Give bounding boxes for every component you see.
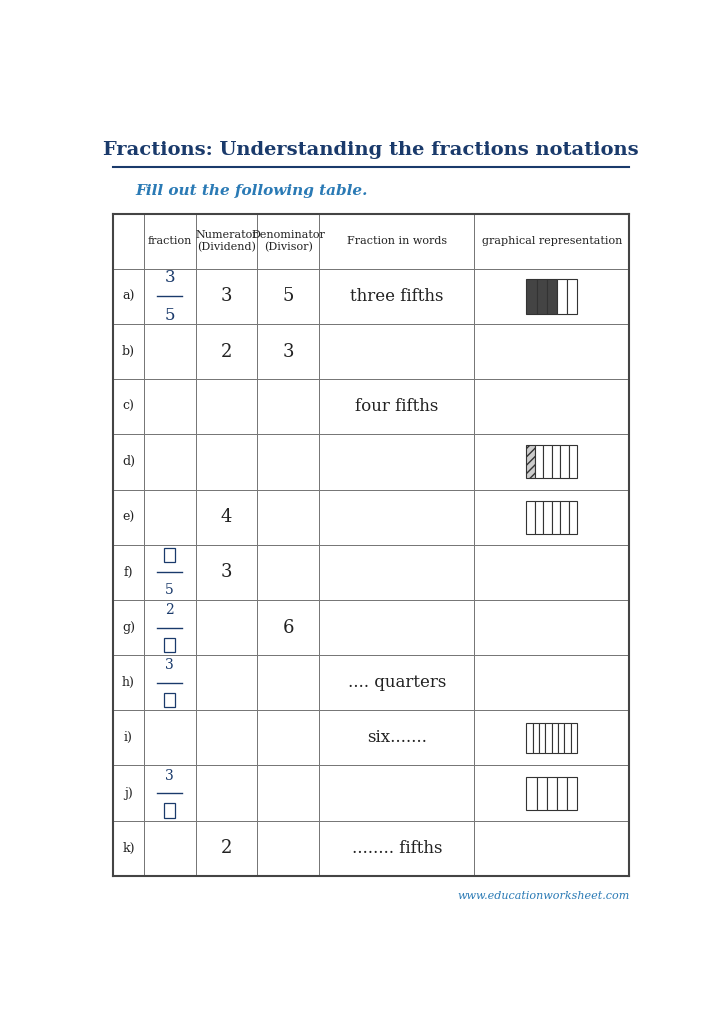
Bar xyxy=(539,723,545,753)
Bar xyxy=(164,638,175,652)
Bar xyxy=(545,723,552,753)
Bar xyxy=(536,279,547,313)
Bar xyxy=(526,723,533,753)
Text: 6: 6 xyxy=(282,618,294,637)
Text: Denominator
(Divisor): Denominator (Divisor) xyxy=(251,230,325,252)
Text: 3: 3 xyxy=(282,343,294,360)
Bar xyxy=(164,548,175,562)
Text: Fraction in words: Fraction in words xyxy=(347,237,447,246)
Text: 3: 3 xyxy=(164,269,175,286)
Text: three fifths: three fifths xyxy=(350,288,444,305)
Text: 5: 5 xyxy=(164,306,175,324)
Text: 3: 3 xyxy=(165,658,174,673)
Text: four fifths: four fifths xyxy=(355,398,439,416)
Text: .... quarters: .... quarters xyxy=(348,674,446,691)
Bar xyxy=(536,776,547,810)
Text: f): f) xyxy=(124,566,133,579)
Bar xyxy=(552,723,558,753)
Text: ........ fifths: ........ fifths xyxy=(352,840,442,857)
Bar xyxy=(568,445,577,478)
Bar xyxy=(564,723,571,753)
Text: 2: 2 xyxy=(221,840,232,857)
Text: 5: 5 xyxy=(283,288,294,305)
Bar xyxy=(552,445,560,478)
Text: fraction: fraction xyxy=(148,237,192,246)
Bar xyxy=(558,723,564,753)
Bar xyxy=(560,445,568,478)
Text: graphical representation: graphical representation xyxy=(481,237,622,246)
Bar xyxy=(567,279,577,313)
Text: 2: 2 xyxy=(221,343,232,360)
Text: www.educationworksheet.com: www.educationworksheet.com xyxy=(457,891,629,900)
Bar xyxy=(552,501,560,534)
Bar xyxy=(526,279,536,313)
Text: 3: 3 xyxy=(165,769,174,782)
Bar xyxy=(567,776,577,810)
Text: g): g) xyxy=(122,621,135,634)
Bar xyxy=(571,723,577,753)
Bar xyxy=(164,693,175,708)
Text: e): e) xyxy=(122,511,135,523)
Bar xyxy=(526,445,535,478)
Text: Numerator
(Dividend): Numerator (Dividend) xyxy=(195,230,258,252)
Text: 4: 4 xyxy=(221,508,232,526)
Text: Fill out the following table.: Fill out the following table. xyxy=(135,184,368,199)
Bar xyxy=(526,501,535,534)
Bar xyxy=(568,501,577,534)
Text: 3: 3 xyxy=(221,563,232,582)
Text: c): c) xyxy=(122,400,135,414)
Bar xyxy=(557,279,567,313)
Text: 2: 2 xyxy=(165,603,174,617)
Bar xyxy=(164,804,175,817)
Text: a): a) xyxy=(122,290,135,303)
Bar xyxy=(543,501,552,534)
Bar xyxy=(547,776,557,810)
Bar xyxy=(535,501,543,534)
Bar xyxy=(547,279,557,313)
Text: d): d) xyxy=(122,456,135,468)
Bar xyxy=(557,776,567,810)
Bar xyxy=(560,501,568,534)
Text: Fractions: Understanding the fractions notations: Fractions: Understanding the fractions n… xyxy=(104,141,639,160)
Bar xyxy=(543,445,552,478)
Bar xyxy=(533,723,539,753)
Text: six.......: six....... xyxy=(367,729,427,746)
Text: i): i) xyxy=(124,731,133,744)
Text: k): k) xyxy=(122,842,135,855)
Bar xyxy=(526,776,536,810)
Text: h): h) xyxy=(122,676,135,689)
Text: b): b) xyxy=(122,345,135,358)
Text: 3: 3 xyxy=(221,288,232,305)
Text: 5: 5 xyxy=(165,583,174,597)
Bar xyxy=(535,445,543,478)
Text: j): j) xyxy=(124,786,132,800)
